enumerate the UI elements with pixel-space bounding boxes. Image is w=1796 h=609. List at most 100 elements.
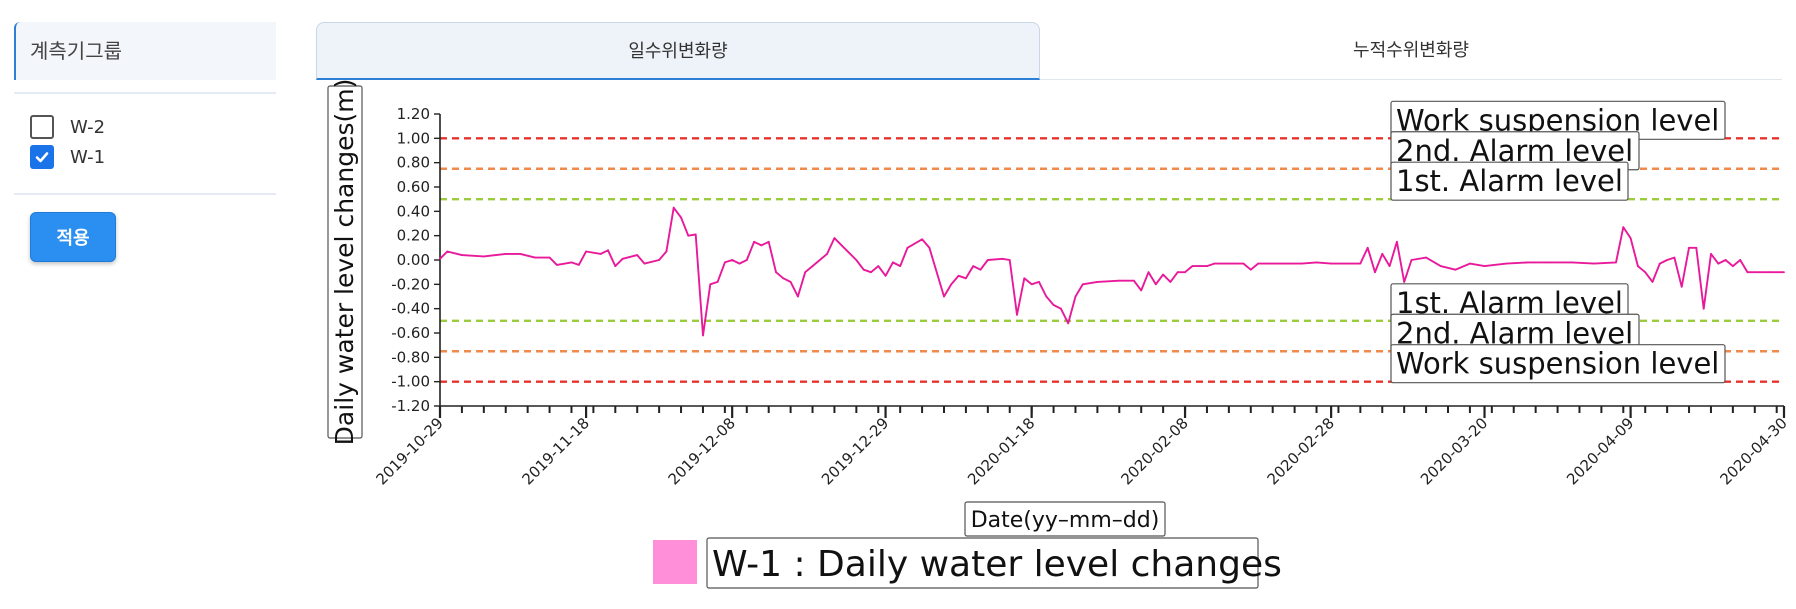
- data-point: [1388, 265, 1391, 267]
- data-point: [556, 264, 558, 266]
- data-point: [1060, 307, 1062, 310]
- data-point: [1228, 262, 1230, 265]
- data-point: [1702, 307, 1705, 310]
- data-point: [1359, 262, 1362, 265]
- data-point: [782, 277, 785, 280]
- reference-label: Work suspension level: [1390, 344, 1726, 384]
- x-tick-label: 2020-01-18: [964, 414, 1038, 488]
- data-point: [680, 216, 682, 219]
- data-point: [1381, 253, 1384, 255]
- apply-button[interactable]: 적용: [30, 212, 116, 262]
- data-point: [775, 271, 777, 274]
- data-point: [1154, 283, 1157, 286]
- data-point: [1724, 259, 1727, 261]
- y-tick-label: -0.40: [391, 300, 430, 318]
- data-point: [731, 259, 734, 261]
- instrument-option-w1[interactable]: W-1: [30, 144, 105, 170]
- data-point: [614, 265, 617, 267]
- data-point: [1658, 262, 1661, 265]
- data-point: [1344, 262, 1347, 265]
- tab-cumulative-level-change[interactable]: 누적수위변화량: [1040, 22, 1782, 80]
- series-line-0: [439, 206, 1784, 337]
- data-point: [811, 265, 814, 267]
- data-point: [665, 250, 668, 253]
- data-point: [716, 281, 719, 283]
- data-point: [972, 265, 975, 267]
- data-point: [957, 274, 960, 277]
- data-point: [1176, 271, 1179, 274]
- data-point: [1710, 253, 1712, 255]
- data-point: [892, 261, 894, 264]
- instrument-group-header: 계측기그룹: [14, 22, 276, 80]
- data-point: [855, 259, 858, 261]
- data-point: [1016, 313, 1018, 316]
- data-point: [672, 206, 675, 209]
- data-point: [570, 261, 573, 264]
- data-point: [621, 257, 624, 260]
- data-point: [709, 283, 712, 286]
- data-point: [1527, 261, 1530, 264]
- data-point: [1001, 257, 1004, 260]
- data-point: [1067, 322, 1070, 325]
- y-tick-label: 0.80: [397, 154, 430, 172]
- data-point: [884, 274, 887, 277]
- w2-label: W-2: [70, 116, 106, 138]
- tab-daily-level-change[interactable]: 일수위변화량: [316, 22, 1040, 80]
- data-point: [1147, 271, 1150, 274]
- data-point: [979, 268, 982, 271]
- data-point: [694, 233, 697, 236]
- y-tick-label: -0.60: [391, 324, 430, 342]
- data-point: [1505, 262, 1508, 265]
- data-point: [724, 261, 726, 264]
- data-point: [1242, 262, 1245, 265]
- data-point: [1746, 271, 1749, 274]
- data-point: [1081, 283, 1084, 286]
- data-point: [986, 259, 989, 261]
- data-point: [1140, 289, 1143, 292]
- data-point: [1469, 262, 1471, 265]
- data-point: [760, 244, 763, 247]
- legend: W-1 : Daily water level changes: [653, 537, 1282, 589]
- data-point: [1213, 262, 1216, 265]
- data-point: [439, 257, 441, 260]
- data-point: [1637, 265, 1639, 267]
- y-tick-label: 0.40: [397, 202, 430, 220]
- data-point: [767, 240, 770, 243]
- data-point: [1279, 262, 1281, 265]
- data-point: [921, 238, 923, 241]
- data-point: [1593, 262, 1595, 265]
- data-point: [789, 281, 792, 283]
- data-point: [1133, 279, 1135, 282]
- x-tick-label: 2019-11-18: [519, 414, 593, 488]
- data-point: [870, 271, 872, 274]
- data-point: [950, 283, 953, 286]
- data-point: [1549, 261, 1552, 264]
- data-point: [1651, 281, 1654, 283]
- sidebar: 계측기그룹 W-2 W-1 적용: [0, 0, 290, 609]
- y-tick-label: -0.20: [391, 275, 430, 293]
- y-tick-label: 0.60: [397, 178, 430, 196]
- data-point: [1622, 226, 1625, 229]
- x-tick-label: 2020-04-30: [1716, 414, 1790, 488]
- y-tick-label: -0.80: [391, 348, 430, 366]
- x-tick-label: 2019-10-29: [372, 414, 446, 488]
- divider: [14, 193, 276, 195]
- data-point: [461, 254, 463, 256]
- instrument-option-w2[interactable]: W-2: [30, 114, 105, 140]
- data-point: [1680, 285, 1683, 288]
- data-point: [738, 262, 741, 265]
- x-tick-label: 2020-02-08: [1117, 414, 1191, 488]
- data-point: [1023, 277, 1026, 280]
- data-point: [833, 237, 836, 240]
- data-point: [1330, 262, 1332, 265]
- data-point: [1673, 256, 1676, 259]
- check-icon: [35, 152, 49, 163]
- w2-checkbox[interactable]: [30, 115, 54, 139]
- data-point: [943, 295, 945, 298]
- data-point: [658, 259, 660, 261]
- w1-checkbox[interactable]: [30, 145, 54, 169]
- data-point: [1454, 268, 1457, 271]
- data-point: [826, 253, 828, 255]
- data-point: [1739, 259, 1742, 261]
- data-point: [1768, 271, 1771, 274]
